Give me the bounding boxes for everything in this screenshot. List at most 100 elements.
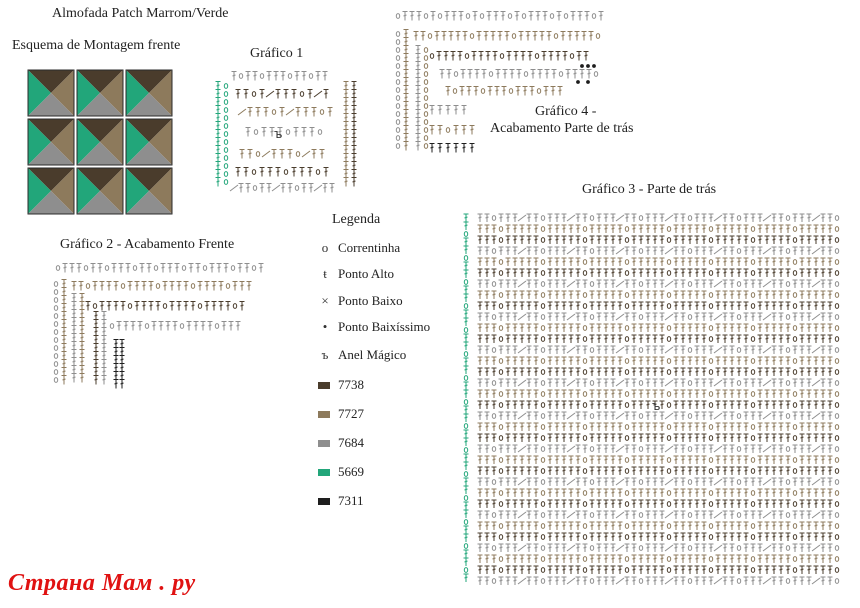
stitch-symbol	[505, 499, 511, 508]
stitch-symbol	[603, 389, 609, 398]
stitch-symbol	[491, 281, 497, 287]
stitch-symbol	[785, 281, 791, 287]
stitch-symbol	[463, 375, 469, 381]
stitch-symbol	[694, 334, 700, 343]
stitch-symbol	[617, 389, 623, 398]
stitch-symbol	[729, 224, 735, 233]
stitch-symbol	[617, 367, 623, 376]
stitch-symbol	[673, 257, 679, 266]
stitch-symbol	[615, 577, 625, 585]
stitch-symbol	[757, 246, 763, 255]
stitch-symbol	[811, 577, 821, 585]
stitch-symbol	[729, 455, 735, 464]
stitch-symbol	[813, 301, 819, 310]
stitch-symbol	[463, 381, 469, 390]
stitch-symbol	[680, 477, 686, 486]
stitch-symbol	[757, 257, 763, 266]
stitch-symbol	[582, 411, 588, 420]
stitch-symbol	[526, 499, 532, 508]
stitch-symbol	[729, 565, 735, 574]
stitch-symbol	[792, 543, 798, 552]
stitch-symbol	[515, 86, 521, 96]
stitch-symbol	[659, 345, 665, 354]
stitch-symbol	[309, 127, 315, 137]
stitch-symbol	[757, 543, 763, 552]
stitch-symbol	[544, 69, 550, 79]
stitch-symbol	[596, 235, 602, 244]
stitch-symbol	[617, 334, 623, 343]
stitch-symbol	[673, 268, 679, 277]
stitch-symbol	[498, 457, 504, 463]
stitch-symbol	[540, 270, 546, 276]
stitch-symbol	[834, 270, 840, 276]
stitch-symbol	[561, 389, 567, 398]
stitch-symbol	[561, 521, 567, 530]
stitch-symbol	[512, 268, 518, 277]
stitch-symbol	[736, 301, 742, 310]
stitch-symbol	[101, 375, 107, 385]
stitch-symbol	[568, 224, 574, 233]
stitch-symbol	[554, 488, 560, 497]
stitch-symbol	[221, 321, 227, 331]
stitch-symbol	[534, 53, 540, 59]
stitch-symbol	[715, 323, 721, 332]
patch-triangle	[149, 168, 172, 214]
stitch-symbol	[624, 534, 630, 540]
stitch-symbol	[568, 521, 574, 530]
stitch-symbol	[158, 321, 164, 331]
stitch-symbol	[701, 532, 707, 541]
stitch-symbol	[687, 248, 693, 254]
stitch-symbol	[498, 292, 504, 298]
stitch-symbol	[596, 576, 602, 585]
stitch-symbol	[291, 167, 297, 177]
stitch-symbol	[311, 149, 317, 159]
stitch-symbol	[813, 521, 819, 530]
stitch-symbol	[477, 290, 483, 299]
stitch-symbol	[561, 378, 567, 387]
stitch-symbol	[554, 400, 560, 409]
stitch-symbol	[477, 224, 483, 233]
stitch-symbol	[757, 389, 763, 398]
stitch-symbol	[771, 312, 777, 321]
stitch-symbol	[214, 323, 220, 329]
stitch-symbol	[580, 64, 584, 68]
stitch-symbol	[680, 389, 686, 398]
stitch-symbol	[477, 466, 483, 475]
stitch-symbol	[533, 224, 539, 233]
stitch-symbol	[743, 378, 749, 387]
stitch-symbol	[463, 341, 469, 350]
stitch-symbol	[223, 83, 229, 89]
stitch-symbol	[575, 554, 581, 563]
stitch-symbol	[813, 466, 819, 475]
stitch-symbol	[505, 213, 511, 222]
stitch-symbol	[659, 565, 665, 574]
stitch-symbol	[638, 224, 644, 233]
stitch-symbol	[624, 279, 630, 288]
magic-ring-icon: ъ	[321, 347, 329, 362]
stitch-symbol	[722, 576, 728, 585]
stitch-symbol	[666, 523, 672, 529]
stitch-symbol	[491, 565, 497, 574]
stitch-symbol	[526, 510, 532, 519]
stitch-symbol	[441, 31, 447, 41]
stitch-symbol	[463, 389, 469, 398]
stitch-symbol	[673, 477, 679, 486]
stitch-symbol	[806, 411, 812, 420]
stitch-symbol	[526, 224, 532, 233]
stitch-symbol	[708, 369, 714, 375]
stitch-symbol	[603, 532, 609, 541]
stitch-symbol	[554, 422, 560, 431]
stitch-symbol	[806, 345, 812, 354]
stitch-symbol	[560, 31, 566, 41]
patch-triangle	[126, 93, 172, 116]
stitch-symbol	[505, 312, 511, 321]
stitch-symbol	[423, 47, 429, 53]
stitch-symbol	[778, 521, 784, 530]
stitch-symbol	[455, 31, 461, 41]
stitch-symbol	[505, 532, 511, 541]
stitch-symbol	[652, 565, 658, 574]
stitch-symbol	[575, 521, 581, 530]
stitch-symbol	[694, 455, 700, 464]
stitch-symbol	[85, 283, 91, 289]
stitch-symbol	[827, 433, 833, 442]
